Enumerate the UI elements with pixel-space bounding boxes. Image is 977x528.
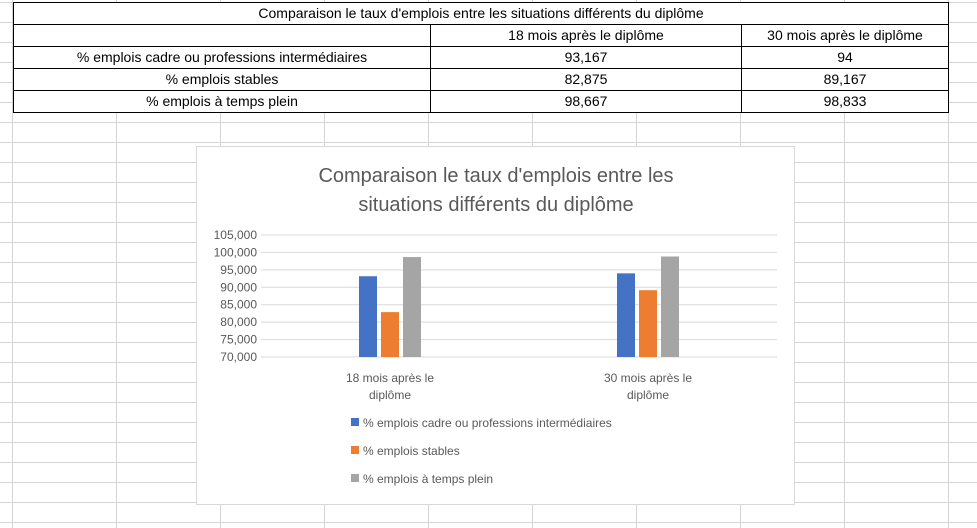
table-title[interactable]: Comparaison le taux d'emplois entre les …: [13, 2, 949, 25]
legend-swatch: [351, 474, 359, 482]
table-cell[interactable]: 93,167: [430, 46, 742, 69]
x-tick-label: 18 mois après le: [346, 371, 434, 385]
y-tick-label: 100,000: [214, 245, 258, 259]
legend-swatch: [351, 446, 359, 454]
chart[interactable]: Comparaison le taux d'emplois entre les s…: [196, 146, 795, 505]
y-tick-label: 75,000: [220, 333, 257, 347]
y-tick-label: 85,000: [220, 298, 257, 312]
table-header-row: 18 mois après le diplôme 30 mois après l…: [13, 24, 949, 47]
table-header-cell[interactable]: [13, 24, 431, 47]
chart-title[interactable]: situations différents du diplôme: [358, 194, 633, 216]
legend-item[interactable]: % emplois cadre ou professions intermédi…: [363, 416, 612, 430]
bar[interactable]: [617, 273, 635, 357]
table-cell[interactable]: 89,167: [741, 68, 949, 91]
table-cell[interactable]: 98,667: [430, 90, 742, 113]
y-tick-label: 95,000: [220, 263, 257, 277]
table-row-label[interactable]: % emplois cadre ou professions intermédi…: [13, 46, 431, 69]
table-header-cell[interactable]: 18 mois après le diplôme: [430, 24, 742, 47]
table-row: % emplois stables 82,875 89,167: [13, 68, 949, 91]
table-cell[interactable]: 82,875: [430, 68, 742, 91]
bar[interactable]: [359, 276, 377, 357]
y-tick-label: 80,000: [220, 315, 257, 329]
table-cell[interactable]: 98,833: [741, 90, 949, 113]
bar[interactable]: [661, 256, 679, 357]
y-tick-label: 90,000: [220, 280, 257, 294]
y-tick-label: 105,000: [214, 228, 258, 242]
x-tick-label: diplôme: [369, 388, 411, 402]
x-tick-label: diplôme: [627, 388, 669, 402]
bar[interactable]: [403, 257, 421, 357]
bar[interactable]: [639, 290, 657, 357]
bar[interactable]: [381, 312, 399, 357]
data-table: Comparaison le taux d'emplois entre les …: [13, 2, 949, 113]
legend-swatch: [351, 418, 359, 426]
chart-title[interactable]: Comparaison le taux d'emplois entre les: [318, 165, 673, 187]
table-row-label[interactable]: % emplois à temps plein: [13, 90, 431, 113]
legend-item[interactable]: % emplois à temps plein: [363, 472, 493, 486]
chart-canvas: Comparaison le taux d'emplois entre les s…: [214, 165, 777, 486]
legend-item[interactable]: % emplois stables: [363, 444, 460, 458]
x-tick-label: 30 mois après le: [604, 371, 692, 385]
table-title-row: Comparaison le taux d'emplois entre les …: [13, 2, 949, 25]
table-row-label[interactable]: % emplois stables: [13, 68, 431, 91]
table-cell[interactable]: 94: [741, 46, 949, 69]
y-tick-label: 70,000: [220, 350, 257, 364]
table-header-cell[interactable]: 30 mois après le diplôme: [741, 24, 949, 47]
table-row: % emplois à temps plein 98,667 98,833: [13, 90, 949, 113]
table-row: % emplois cadre ou professions intermédi…: [13, 46, 949, 69]
